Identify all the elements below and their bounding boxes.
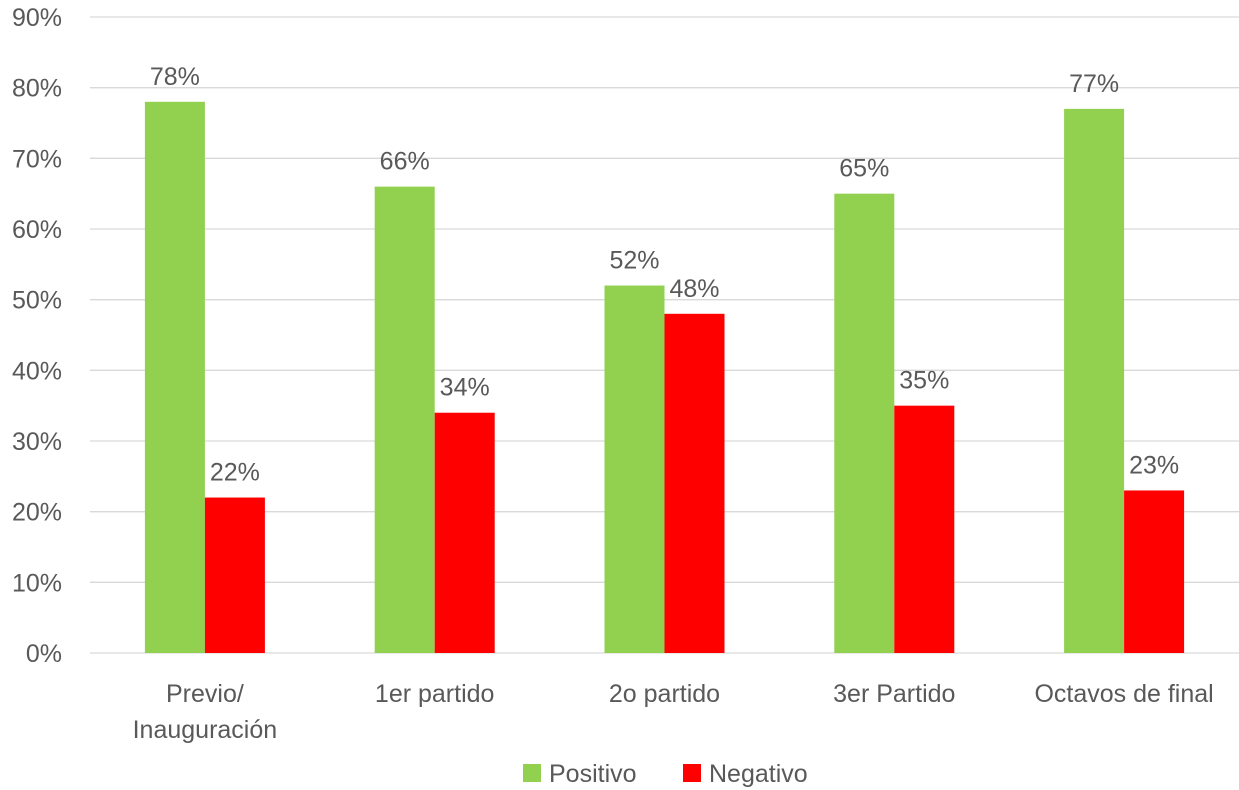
y-tick-label: 20% [12,499,62,527]
bar-positivo [144,101,205,654]
y-tick-label: 10% [12,569,62,597]
data-label: 34% [440,374,490,402]
bar-positivo [374,186,435,653]
data-label: 22% [210,459,260,487]
bar-negativo [664,313,725,653]
data-label: 78% [150,63,200,91]
data-label: 35% [899,367,949,395]
y-tick-label: 80% [12,75,62,103]
x-axis: Previo/Inauguración 1er partido 2o partido… [133,680,1214,744]
x-tick-label: 1er partido [375,680,495,708]
y-tick-label: 70% [12,145,62,173]
data-label: 66% [380,148,430,176]
x-tick-label: Inauguración [133,716,278,744]
bar-negativo [894,405,955,653]
data-label: 52% [609,247,659,275]
y-tick-label: 50% [12,287,62,315]
bar-positivo [834,193,895,653]
x-tick-label: Previo/ [166,680,244,708]
bar-negativo [1124,490,1185,653]
legend-label-negativo: Negativo [709,760,808,788]
data-label: 77% [1069,70,1119,98]
bar-positivo [604,285,665,653]
bar-negativo [204,497,265,653]
data-label: 48% [669,275,719,303]
data-label: 65% [839,155,889,183]
legend-swatch-negativo [683,764,701,782]
bars [144,101,1185,654]
y-axis: 0% 10% 20% 30% 40% 50% 60% 70% 80% 90% [12,4,62,668]
bar-positivo [1064,108,1125,653]
y-tick-label: 30% [12,428,62,456]
y-tick-label: 60% [12,216,62,244]
data-label: 23% [1129,451,1179,479]
x-tick-label: 2o partido [609,680,720,708]
legend-label-positivo: Positivo [549,760,637,788]
legend: Positivo Negativo [523,760,808,788]
data-labels: 78% 22% 66% 34% 52% 48% 65% 35% 77% 23% [150,63,1179,487]
y-tick-label: 40% [12,357,62,385]
x-tick-label: 3er Partido [833,680,955,708]
y-tick-label: 90% [12,4,62,32]
x-tick-label: Octavos de final [1034,680,1213,708]
y-tick-label: 0% [26,640,62,668]
legend-swatch-positivo [523,764,541,782]
bar-negativo [434,412,495,653]
